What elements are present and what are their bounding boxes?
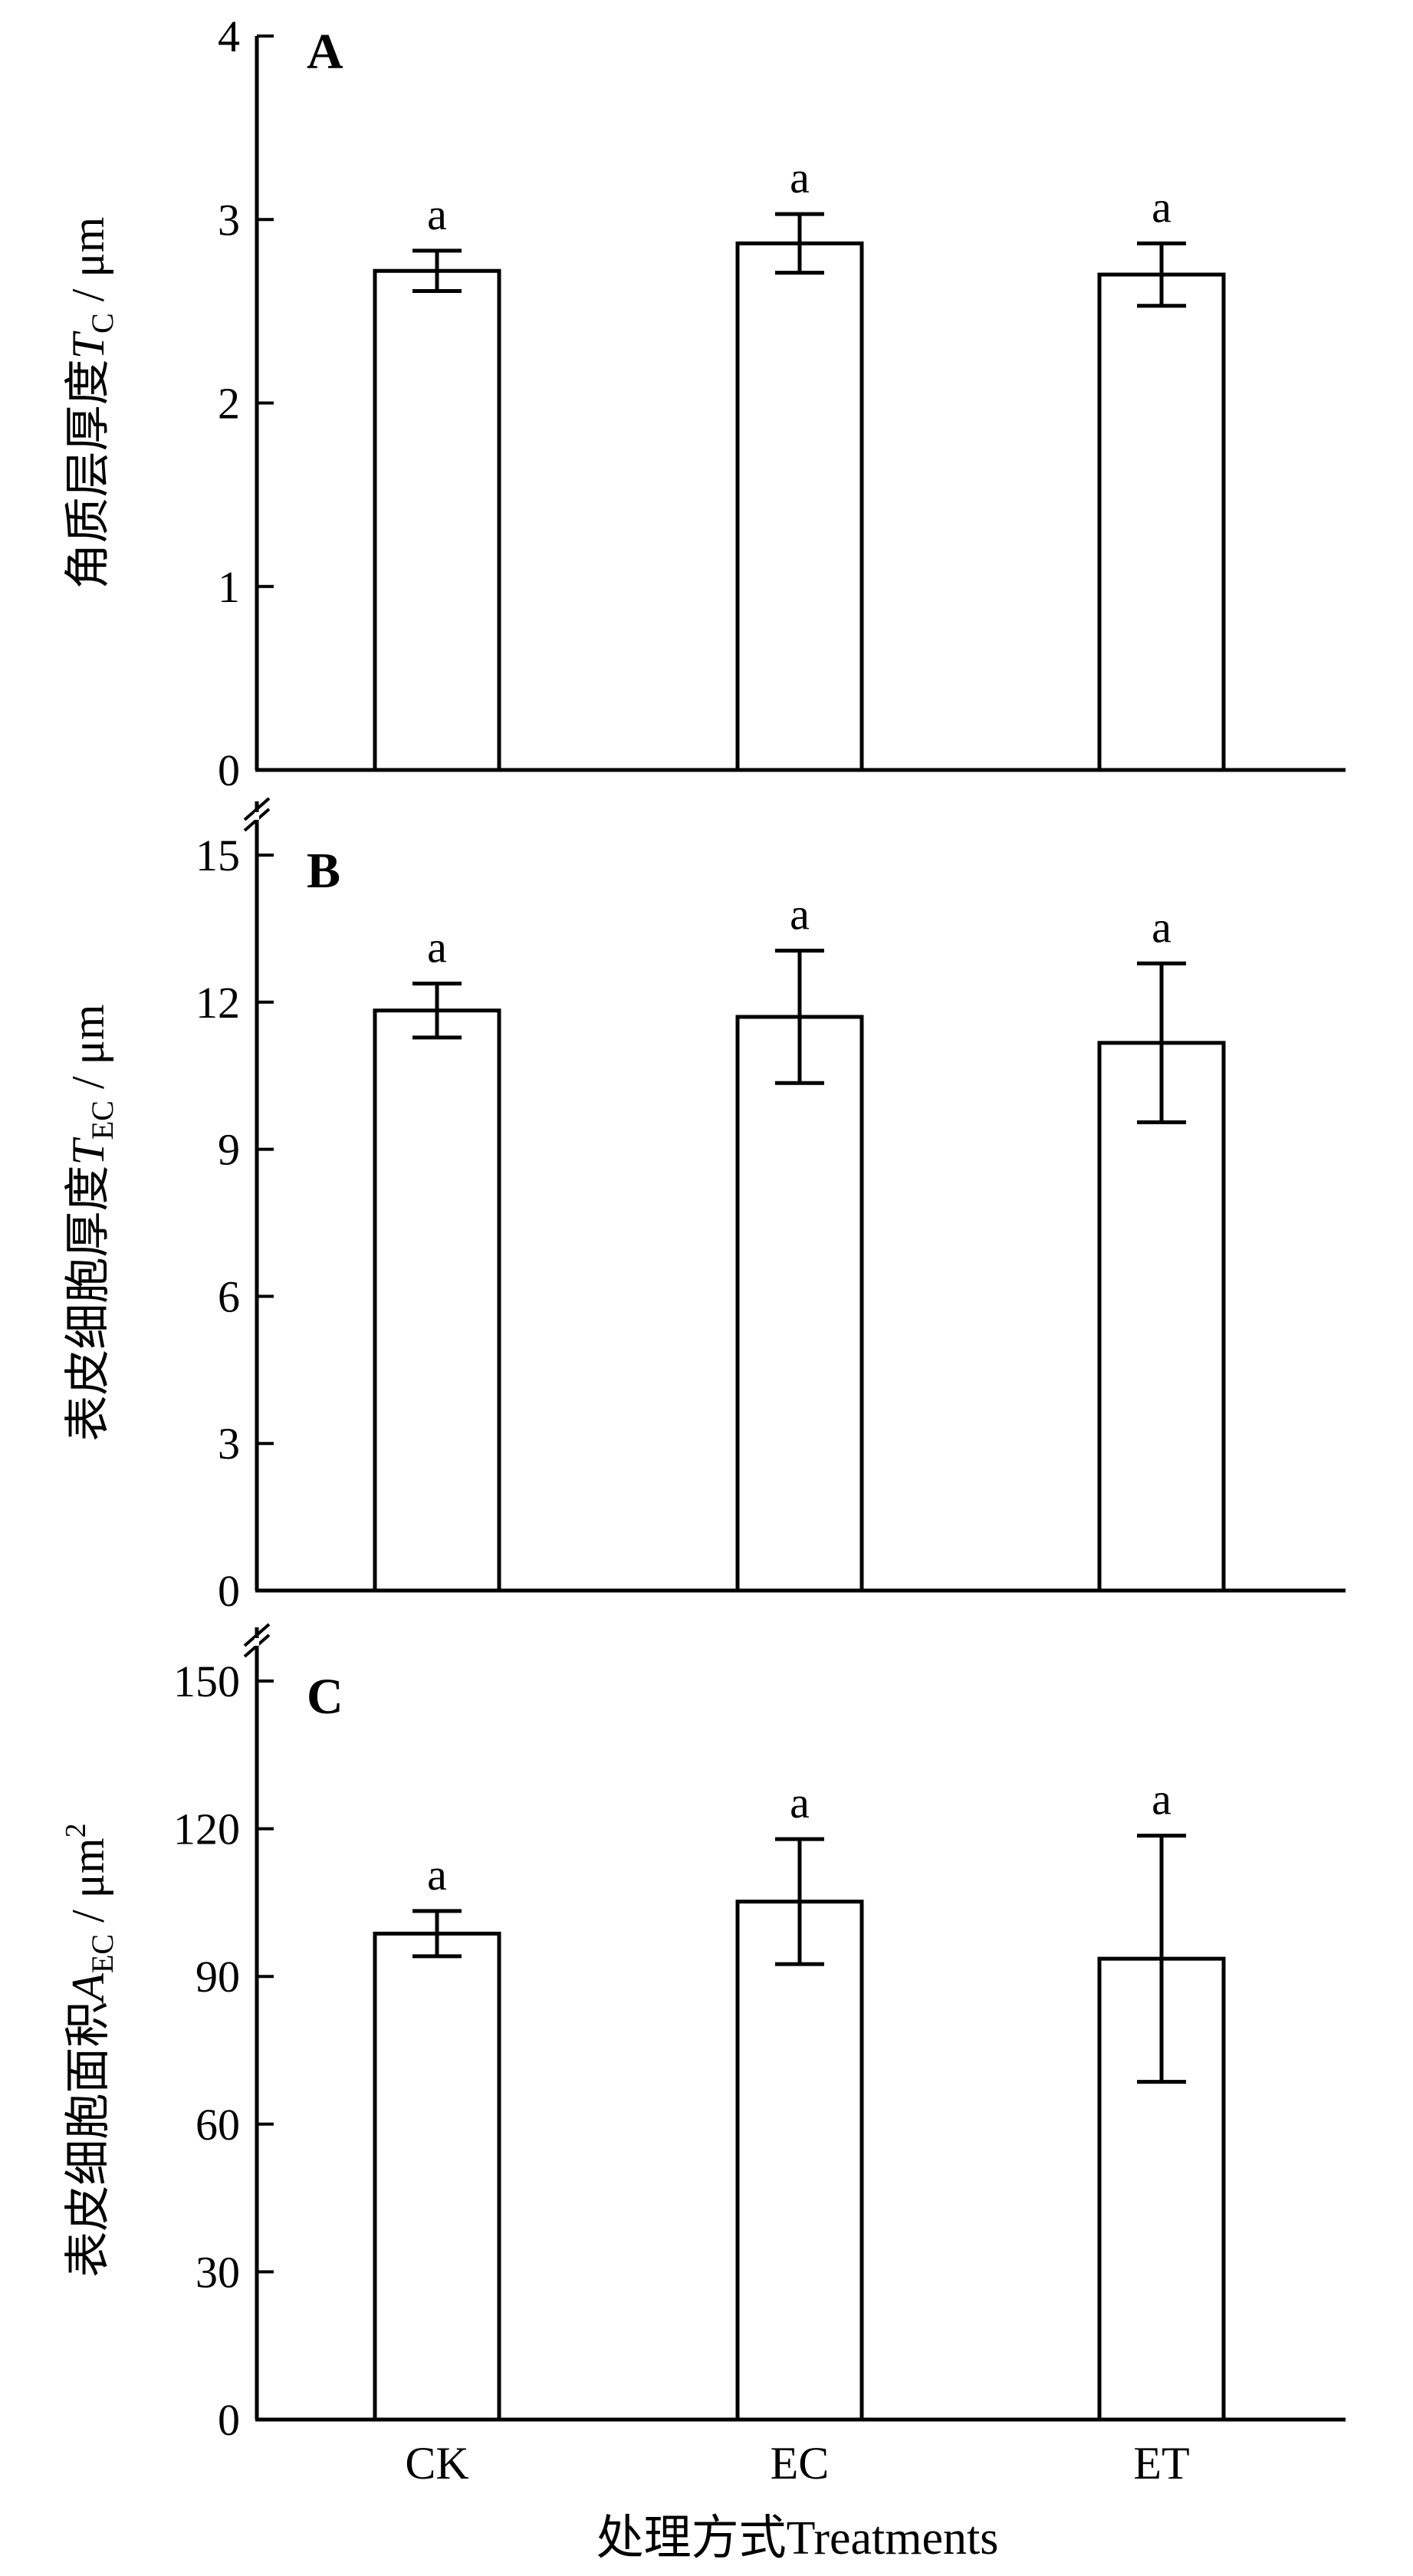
axis-break-gap bbox=[255, 812, 259, 820]
y-axis-label: 角质层厚度TC / μm bbox=[63, 217, 120, 590]
significance-label: a bbox=[427, 189, 447, 239]
significance-label: a bbox=[790, 890, 810, 939]
significance-label: a bbox=[790, 1778, 810, 1828]
significance-label: a bbox=[427, 923, 447, 972]
y-tick-label: 1 bbox=[218, 562, 240, 612]
x-tick-label: EC bbox=[771, 2438, 830, 2489]
panel-C: 0 30 60 90 120 150 Ca a a 表皮细胞面积AEC / μm2 bbox=[60, 1623, 1346, 2445]
y-tick-label: 4 bbox=[218, 12, 240, 61]
y-tick-label: 15 bbox=[196, 831, 240, 880]
x-tick-label: CK bbox=[405, 2438, 468, 2489]
y-tick-label: 120 bbox=[173, 1805, 240, 1854]
axis-break-gap bbox=[255, 1638, 259, 1646]
y-tick-label: 12 bbox=[196, 978, 240, 1028]
significance-label: a bbox=[1152, 182, 1171, 232]
panel-A: 0 1 2 3 4 Aa a a 角质层厚度TC / μm bbox=[63, 12, 1346, 795]
y-tick-label: 6 bbox=[218, 1272, 240, 1321]
y-tick-label: 90 bbox=[196, 1952, 240, 2002]
bar bbox=[373, 1931, 501, 2422]
y-tick-label: 0 bbox=[218, 2395, 240, 2445]
significance-label: a bbox=[427, 1850, 447, 1900]
bar bbox=[1097, 1041, 1226, 1593]
y-tick-label: 3 bbox=[218, 1419, 240, 1469]
panel-label: A bbox=[307, 24, 343, 80]
bar bbox=[373, 268, 501, 772]
y-axis-label: 表皮细胞面积AEC / μm2 bbox=[60, 1823, 120, 2277]
panel-B: 0 3 6 9 12 15 Ba a a 表皮细胞厚度TEC / μm bbox=[63, 797, 1346, 1616]
significance-label: a bbox=[1152, 1775, 1171, 1824]
y-tick-label: 60 bbox=[196, 2100, 240, 2150]
x-tick-label: ET bbox=[1133, 2438, 1189, 2489]
x-axis-label: 处理方式Treatments bbox=[596, 2512, 999, 2564]
bar bbox=[735, 241, 864, 772]
bar bbox=[1097, 272, 1226, 772]
y-tick-label: 0 bbox=[218, 1566, 240, 1616]
y-axis-label: 表皮细胞厚度TEC / μm bbox=[63, 1004, 120, 1441]
bar bbox=[735, 1015, 864, 1593]
bar bbox=[735, 1900, 864, 2422]
axis-break-mark bbox=[243, 797, 271, 821]
y-tick-label: 2 bbox=[218, 379, 240, 429]
y-tick-label: 150 bbox=[173, 1656, 240, 1706]
y-tick-label: 9 bbox=[218, 1125, 240, 1175]
significance-label: a bbox=[1152, 902, 1171, 952]
panel-label: B bbox=[307, 843, 340, 899]
y-tick-label: 30 bbox=[196, 2247, 240, 2297]
panel-label: C bbox=[307, 1669, 343, 1725]
bar bbox=[373, 1008, 501, 1593]
significance-label: a bbox=[790, 153, 810, 202]
y-tick-label: 3 bbox=[218, 195, 240, 245]
y-tick-label: 0 bbox=[218, 745, 240, 795]
axis-break-mark bbox=[243, 1623, 271, 1647]
